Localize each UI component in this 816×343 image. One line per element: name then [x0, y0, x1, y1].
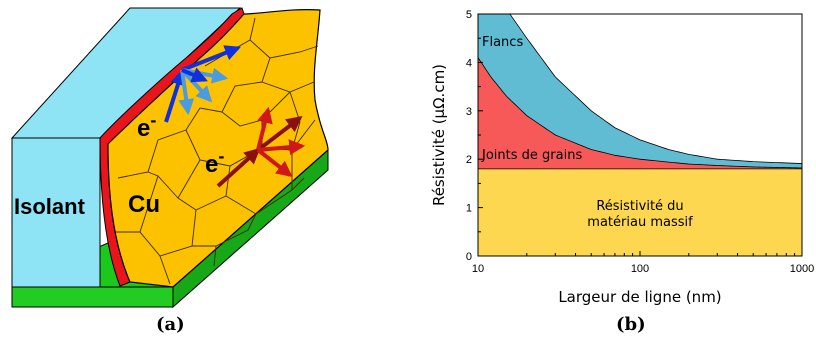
insulator-front [11, 137, 101, 288]
x-axis: 10 100 1000 [472, 251, 814, 275]
edge-flancs [509, 14, 802, 164]
copper-label: Cu [128, 191, 160, 218]
y-tick-label: 5 [466, 9, 472, 21]
caption-panel-b: (b) [616, 314, 646, 335]
y-tick-label: 0 [466, 251, 472, 263]
interconnect-diagram: Isolant Cu e- e- [10, 7, 329, 309]
annotation-bulk-line-2: matériau massif [587, 215, 693, 230]
edge-joints-de-grains [478, 57, 802, 169]
chart-areas [478, 14, 802, 256]
substrate-front [11, 286, 174, 308]
x-tick-label: 1000 [790, 263, 814, 275]
resistivity-chart: 10 100 1000 0 1 2 3 4 5 Flancs Joints de grains… [430, 9, 814, 306]
y-tick-label: 2 [466, 154, 472, 166]
y-tick-label: 3 [466, 106, 472, 118]
annotation-bulk-line-1: Résistivité du [596, 199, 683, 214]
electron-arrows-red [216, 106, 306, 188]
annotation-flancs: Flancs [482, 35, 523, 50]
area-r-sistivit-du-mat-riau-massif [478, 168, 802, 256]
x-tick-label: 10 [472, 263, 484, 275]
caption-panel-a: (a) [156, 314, 185, 335]
x-axis-title: Largeur de ligne (nm) [558, 288, 721, 306]
y-tick-label: 1 [466, 203, 472, 215]
y-tick-label: 4 [466, 57, 472, 69]
y-axis-title: Résistivité (μΩ.cm) [430, 64, 448, 206]
x-tick-label: 100 [631, 263, 649, 275]
insulator-label: Isolant [14, 194, 86, 219]
electron-label-1: e- [137, 110, 156, 142]
annotation-joints-de-grains: Joints de grains [481, 148, 582, 163]
electron-label-2: e- [205, 146, 224, 178]
electron-arrows-blue [164, 45, 241, 123]
y-axis: 0 1 2 3 4 5 [466, 9, 483, 263]
